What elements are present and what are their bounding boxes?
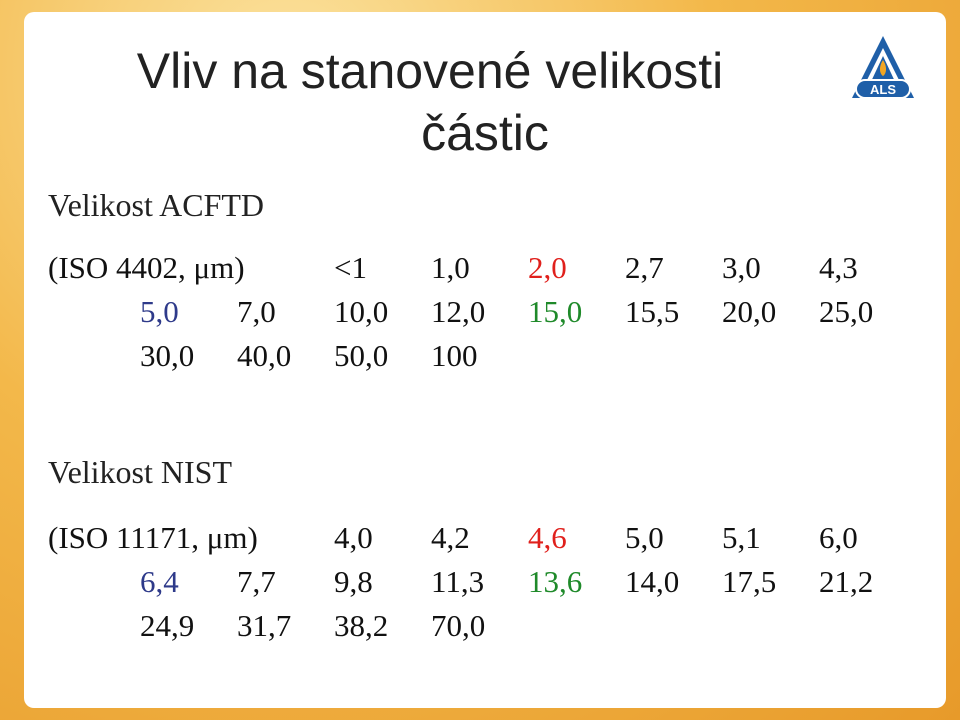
acftd-value: 15,5: [625, 294, 680, 329]
acftd-row: (ISO 4402, μm) <1 1,0 2,0 2,7 3,0 4,3: [24, 250, 946, 294]
nist-value: 21,2: [819, 564, 874, 599]
nist-value: 31,7: [237, 608, 292, 643]
nist-row: 24,9 31,7 38,2 70,0: [24, 608, 946, 652]
nist-value: 14,0: [625, 564, 680, 599]
nist-value: 17,5: [722, 564, 777, 599]
nist-value: 5,1: [722, 520, 761, 555]
acftd-value: 2,0: [528, 250, 567, 285]
acftd-heading: Velikost ACFTD: [48, 187, 265, 223]
nist-value: 5,0: [625, 520, 664, 555]
nist-value: 4,6: [528, 520, 567, 555]
nist-value: 6,0: [819, 520, 858, 555]
acftd-value: 12,0: [431, 294, 486, 329]
acftd-value: 40,0: [237, 338, 292, 373]
acftd-value: 25,0: [819, 294, 874, 329]
acftd-value: 2,7: [625, 250, 664, 285]
slide: Vliv na stanovené velikosti částic ALS V…: [24, 12, 946, 708]
nist-value: 7,7: [237, 564, 276, 599]
nist-value: 9,8: [334, 564, 373, 599]
page-title: Vliv na stanovené velikosti částic: [24, 40, 946, 164]
acftd-prefix: (ISO 4402, μm): [48, 250, 245, 285]
title-line-2: částic: [421, 105, 549, 161]
nist-value: 38,2: [334, 608, 389, 643]
acftd-value: 10,0: [334, 294, 389, 329]
acftd-value: 20,0: [722, 294, 777, 329]
acftd-value: 100: [431, 338, 478, 373]
acftd-value: 3,0: [722, 250, 761, 285]
nist-value: 4,2: [431, 520, 470, 555]
nist-value: 70,0: [431, 608, 486, 643]
acftd-value: 15,0: [528, 294, 583, 329]
acftd-value: 1,0: [431, 250, 470, 285]
acftd-value: <1: [334, 250, 367, 285]
nist-value: 11,3: [431, 564, 485, 599]
nist-value: 4,0: [334, 520, 373, 555]
nist-prefix: (ISO 11171, μm): [48, 520, 258, 555]
acftd-value: 7,0: [237, 294, 276, 329]
acftd-value: 4,3: [819, 250, 858, 285]
nist-row: 6,4 7,7 9,8 11,3 13,6 14,0 17,5 21,2: [24, 564, 946, 608]
nist-value: 24,9: [140, 608, 195, 643]
nist-heading: Velikost NIST: [48, 454, 232, 490]
acftd-row: 5,0 7,0 10,0 12,0 15,0 15,5 20,0 25,0: [24, 294, 946, 338]
acftd-row: 30,0 40,0 50,0 100: [24, 338, 946, 382]
nist-value: 6,4: [140, 564, 179, 599]
acftd-value: 30,0: [140, 338, 195, 373]
logo-text: ALS: [870, 82, 896, 97]
nist-row: (ISO 11171, μm) 4,0 4,2 4,6 5,0 5,1 6,0: [24, 520, 946, 564]
als-logo-icon: ALS: [852, 36, 914, 99]
acftd-value: 5,0: [140, 294, 179, 329]
nist-value: 13,6: [528, 564, 583, 599]
acftd-value: 50,0: [334, 338, 389, 373]
title-line-1: Vliv na stanovené velikosti: [136, 43, 724, 99]
